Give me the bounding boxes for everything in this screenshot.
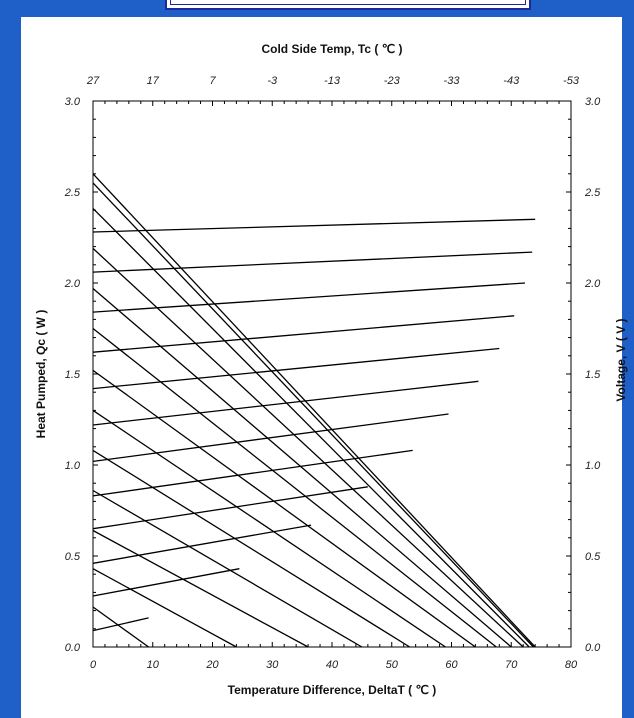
- qc-line-3: [92, 489, 363, 648]
- voltage-line-21: [92, 315, 515, 353]
- x2-tick-label: -53: [563, 75, 580, 87]
- y-tick-label: 1.0: [65, 460, 81, 472]
- x-tick-label: 60: [445, 659, 458, 671]
- x-tick-label: 50: [386, 659, 399, 671]
- x2-tick-label: -23: [384, 75, 401, 87]
- y-tick-label: 0.5: [65, 551, 81, 563]
- x2-tick-label: 17: [147, 75, 160, 87]
- chart-panel: [21, 17, 634, 718]
- qc-line-9: [92, 247, 524, 648]
- x-tick-label: 0: [90, 659, 97, 671]
- y-tick-label: 2.0: [64, 278, 81, 290]
- x-tick-label: 20: [205, 659, 219, 671]
- x2-tick-label: -33: [444, 75, 461, 87]
- y2-tick-label: 2.0: [584, 278, 601, 290]
- series-lines: [92, 173, 536, 648]
- tick-labels: 0 10 20 30 40 50 60 70 80 27 17 7 -3 -13 -23 -33 -43 -53 0…: [64, 75, 601, 671]
- qc-line-0: [92, 606, 149, 648]
- qc-line-4: [92, 449, 411, 648]
- voltage-line-16: [92, 486, 368, 530]
- voltage-line-20: [92, 347, 500, 390]
- y2-tick-label: 2.5: [584, 187, 601, 199]
- y2-tick-label: 3.0: [585, 96, 601, 108]
- axis-ticks: [92, 100, 572, 648]
- frame-right-border: [622, 17, 634, 718]
- x-axis-title: Temperature Difference, DeltaT ( ℃ ): [228, 683, 437, 697]
- x2-tick-label: -3: [267, 75, 278, 87]
- y2-tick-label: 1.5: [585, 369, 601, 381]
- qc-line-5: [92, 409, 446, 648]
- voltage-line-17: [92, 449, 413, 497]
- x2-tick-label: -13: [324, 75, 341, 87]
- voltage-line-19: [92, 380, 479, 426]
- voltage-line-15: [92, 524, 312, 564]
- qc-line-10: [92, 207, 530, 648]
- x2-tick-label: -43: [503, 75, 520, 87]
- y2-tick-label: 0.5: [585, 551, 601, 563]
- top-banner-box: [165, 0, 531, 10]
- y-axis-title: Heat Pumped, Qc ( W ): [34, 310, 48, 439]
- x2-tick-label: 7: [209, 75, 216, 87]
- top-axis-title: Cold Side Temp, Tc ( ℃ ): [261, 42, 402, 56]
- qc-line-2: [92, 529, 309, 648]
- voltage-line-23: [92, 251, 533, 273]
- y-tick-label: 0.0: [65, 642, 81, 654]
- x-tick-label: 10: [147, 659, 160, 671]
- y2-tick-label: 0.0: [585, 642, 601, 654]
- qc-line-8: [92, 288, 512, 648]
- y-tick-label: 2.5: [64, 187, 81, 199]
- x-tick-label: 30: [266, 659, 279, 671]
- plot-area-frame: [92, 100, 572, 648]
- x-tick-label: 80: [565, 659, 578, 671]
- voltage-line-24: [92, 218, 536, 233]
- qc-line-11: [92, 182, 534, 648]
- right-axis-title: Voltage, V ( V ): [614, 318, 628, 401]
- y2-tick-label: 1.0: [585, 460, 601, 472]
- x-tick-label: 40: [326, 659, 339, 671]
- y-tick-label: 3.0: [65, 96, 81, 108]
- x2-tick-label: 27: [86, 75, 100, 87]
- x-tick-label: 70: [505, 659, 518, 671]
- y-tick-label: 1.5: [65, 369, 81, 381]
- voltage-line-14: [92, 568, 240, 597]
- voltage-line-13: [92, 617, 149, 632]
- voltage-line-18: [92, 413, 449, 463]
- qc-line-12: [92, 173, 536, 648]
- qc-line-6: [92, 369, 476, 648]
- voltage-line-22: [92, 282, 526, 313]
- qc-line-1: [92, 568, 237, 648]
